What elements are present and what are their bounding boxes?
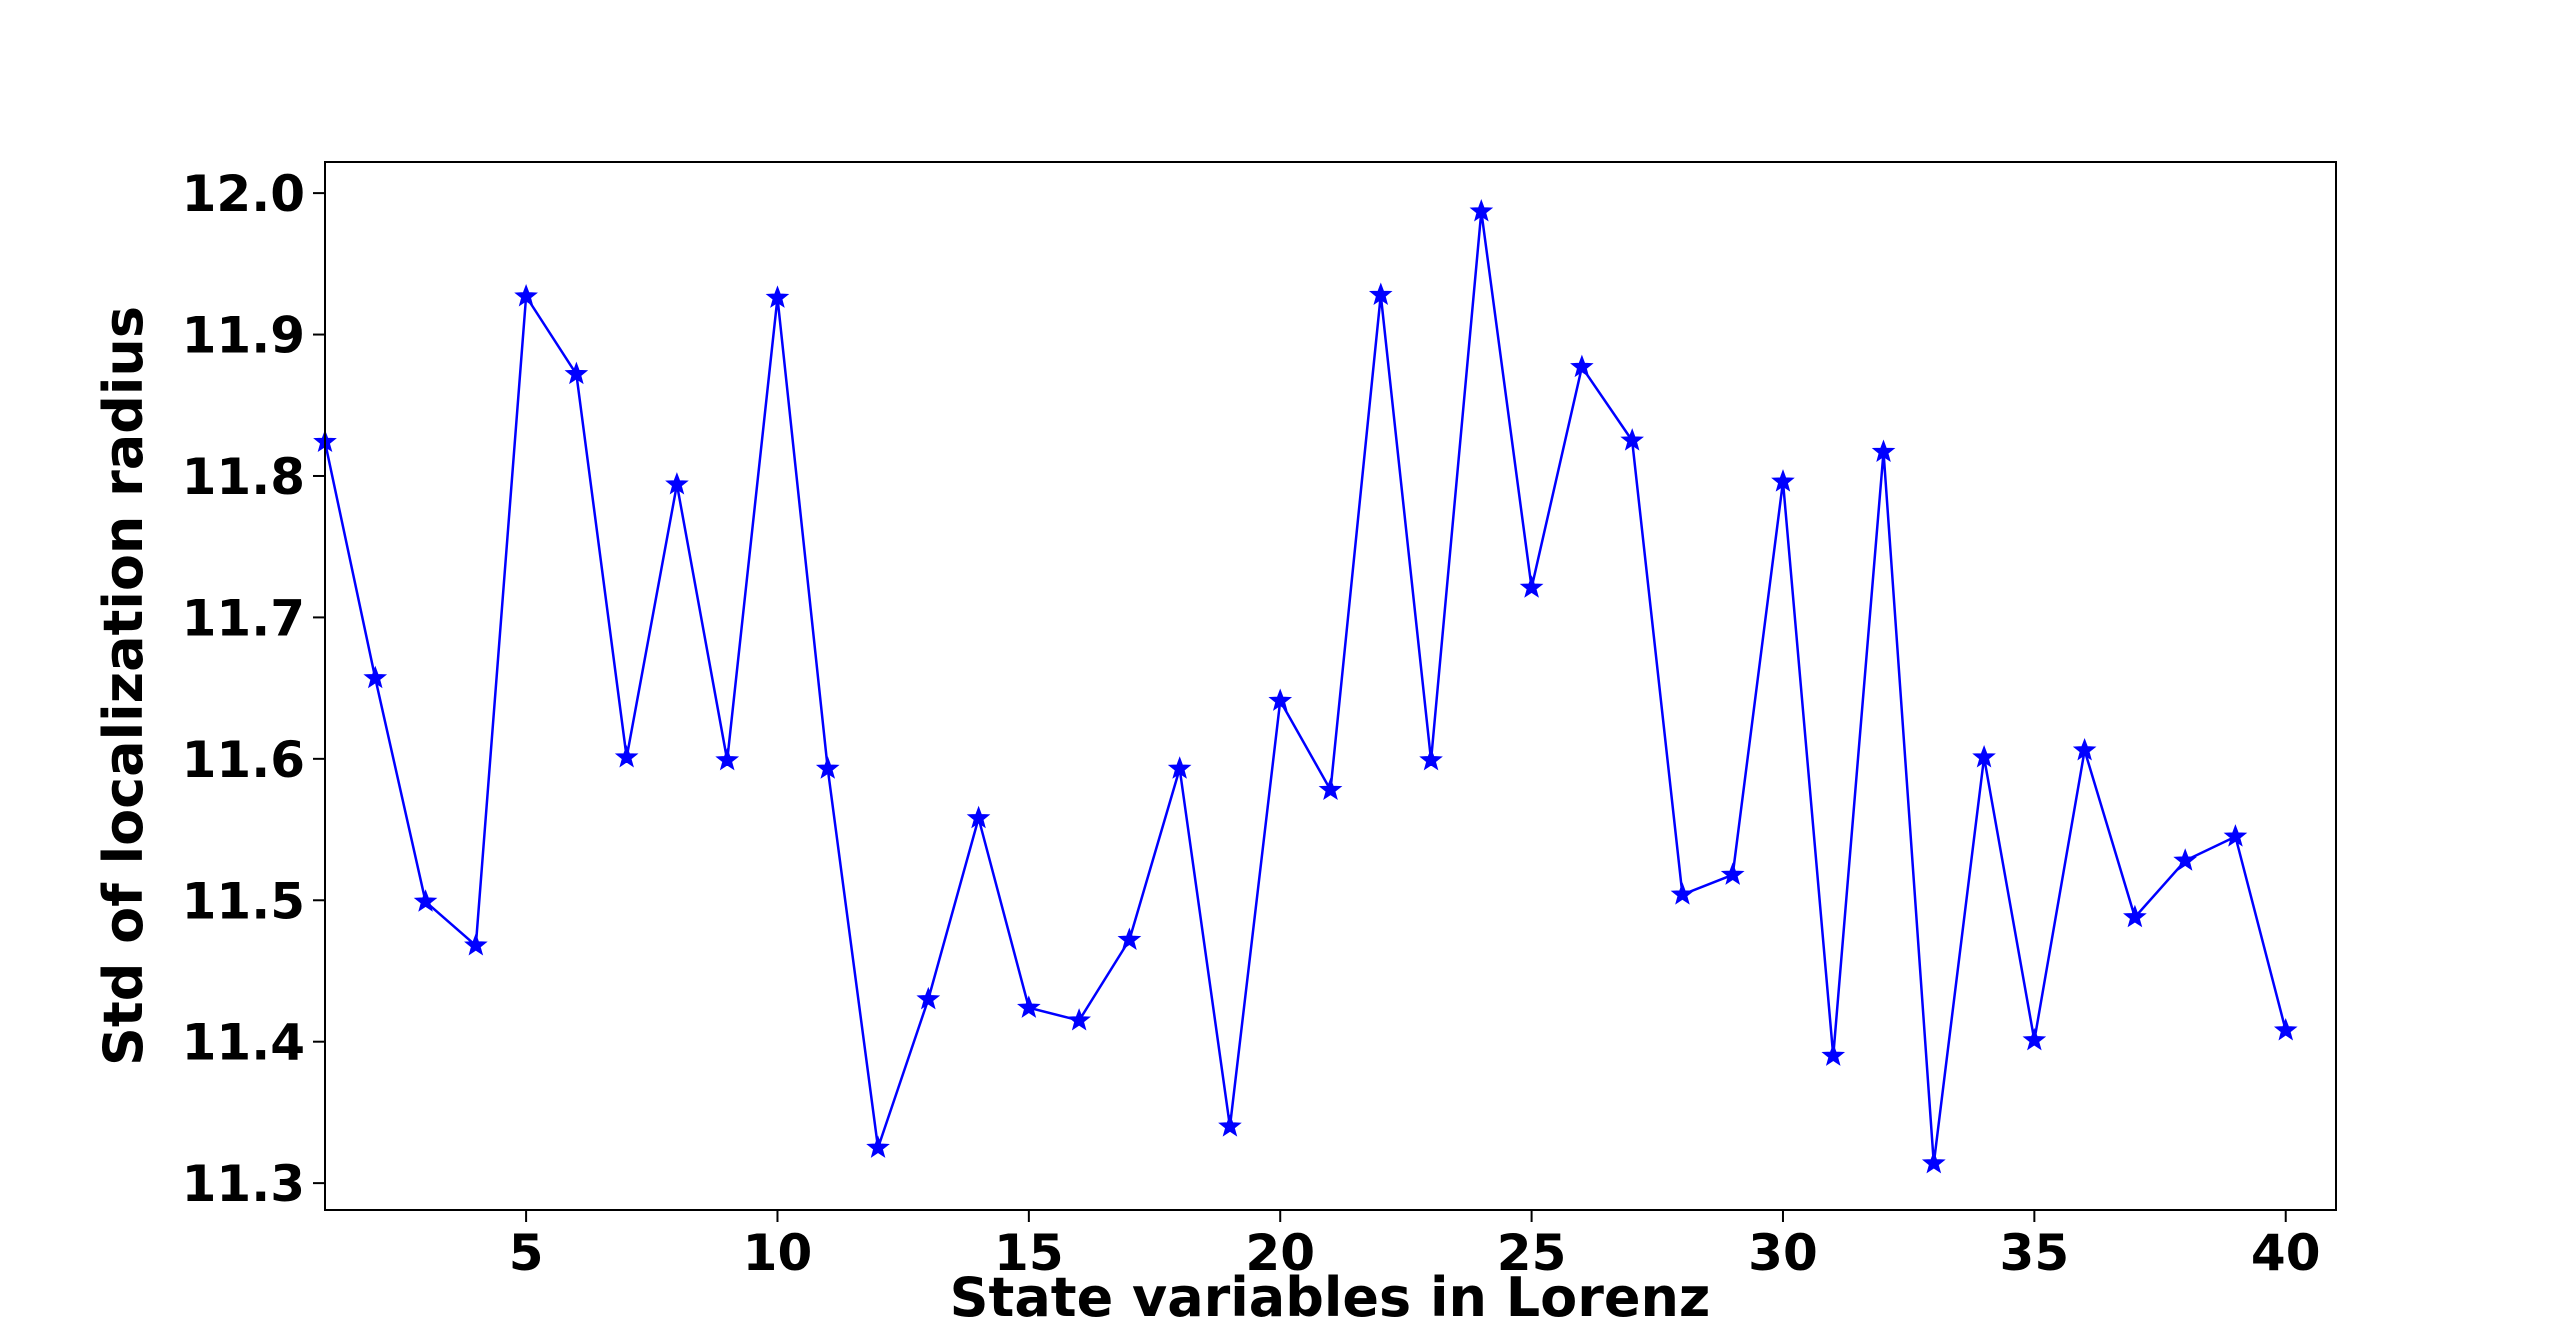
- point-marker: [2223, 824, 2248, 847]
- point-marker: [1620, 428, 1644, 451]
- x-tick-label: 30: [1748, 1224, 1818, 1282]
- point-marker: [966, 805, 991, 829]
- y-tick-label: 11.7: [182, 589, 305, 647]
- point-marker: [1972, 744, 1996, 768]
- point-marker: [363, 665, 388, 689]
- y-tick-label: 12.0: [182, 165, 305, 223]
- y-tick-label: 11.6: [182, 731, 305, 789]
- x-tick-label: 10: [743, 1224, 813, 1282]
- point-marker: [1469, 199, 1494, 222]
- x-tick-label: 40: [2251, 1224, 2321, 1282]
- point-marker: [1318, 777, 1343, 801]
- point-marker: [715, 747, 740, 771]
- x-tick-label: 25: [1497, 1224, 1567, 1282]
- point-marker: [2022, 1027, 2047, 1051]
- point-marker: [564, 361, 589, 385]
- x-axis-label: State variables in Lorenz: [950, 1266, 1711, 1329]
- point-marker: [765, 285, 790, 308]
- y-tick-label: 11.3: [182, 1155, 305, 1213]
- point-marker: [1519, 575, 1544, 598]
- point-marker: [1720, 862, 1745, 885]
- point-marker: [2273, 1017, 2298, 1041]
- point-marker: [916, 986, 941, 1010]
- point-marker: [866, 1135, 890, 1158]
- point-marker: [413, 889, 438, 912]
- point-marker: [2123, 904, 2147, 928]
- point-marker: [1419, 747, 1443, 771]
- point-marker: [1771, 469, 1795, 492]
- point-marker: [1067, 1008, 1091, 1031]
- point-marker: [1921, 1150, 1946, 1174]
- point-marker: [1218, 1114, 1242, 1137]
- point-marker: [1570, 354, 1594, 378]
- point-marker: [1017, 995, 1041, 1018]
- point-marker: [1670, 882, 1695, 905]
- point-marker: [2072, 737, 2097, 761]
- y-axis-label: Std of localization radius: [92, 306, 155, 1066]
- point-marker: [464, 933, 488, 956]
- point-marker: [1368, 282, 1393, 305]
- point-marker: [1268, 688, 1293, 711]
- point-marker: [665, 472, 689, 495]
- y-tick-label: 11.9: [182, 307, 305, 365]
- x-tick-label: 20: [1245, 1224, 1315, 1282]
- point-marker: [614, 744, 639, 768]
- point-marker: [514, 283, 538, 307]
- x-tick-label: 15: [994, 1224, 1064, 1282]
- plot-frame: [324, 161, 2337, 1211]
- x-tick-label: 5: [509, 1224, 544, 1282]
- y-tick-label: 11.5: [182, 872, 305, 930]
- x-tick-label: 35: [2000, 1224, 2070, 1282]
- point-marker: [1821, 1043, 1846, 1066]
- point-marker: [2173, 848, 2197, 871]
- point-marker: [1117, 927, 1142, 950]
- point-marker: [1167, 756, 1192, 779]
- line-series: [323, 211, 2287, 1164]
- point-marker: [1871, 439, 1896, 462]
- point-marker: [815, 756, 840, 779]
- y-tick-label: 11.8: [182, 448, 305, 506]
- y-tick-label: 11.4: [182, 1014, 305, 1072]
